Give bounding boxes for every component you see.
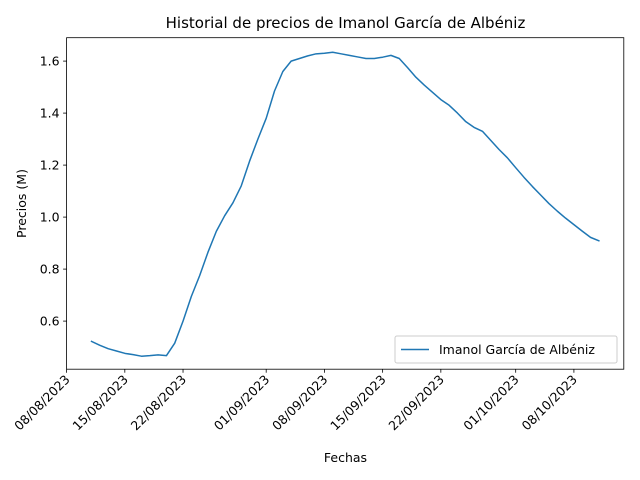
y-axis-ticks: 0.6 0.8 1.0 1.2 1.4 1.6 (40, 54, 67, 329)
y-tick-label: 1.0 (40, 210, 60, 225)
x-tick-label: 15/08/2023 (69, 372, 131, 434)
x-tick-label: 08/10/2023 (518, 372, 580, 434)
plot-area (66, 37, 624, 370)
legend: Imanol García de Albéniz (394, 335, 618, 364)
x-tick-label: 22/08/2023 (128, 372, 190, 434)
x-tick-label: 01/09/2023 (211, 372, 273, 434)
y-tick-label: 0.6 (40, 314, 60, 329)
x-tick-label: 01/10/2023 (460, 372, 522, 434)
y-tick-label: 1.4 (40, 106, 60, 121)
x-tick-label: 08/09/2023 (269, 372, 331, 434)
y-tick-label: 1.2 (40, 158, 60, 173)
legend-label: Imanol García de Albéniz (439, 342, 595, 357)
plot-frame (66, 37, 625, 370)
x-tick-label: 15/09/2023 (327, 372, 389, 434)
series-layer (90, 51, 600, 357)
legend-box (394, 335, 618, 364)
y-tick-label: 1.6 (40, 54, 60, 69)
y-tick-label: 0.8 (40, 262, 60, 277)
x-tick-label: 22/09/2023 (385, 372, 447, 434)
series-line (90, 51, 600, 357)
x-axis-label: Fechas (324, 450, 367, 465)
chart-title: Historial de precios de Imanol García de… (166, 14, 526, 32)
x-tick-label: 08/08/2023 (11, 372, 73, 434)
y-axis-label: Precios (M) (14, 169, 29, 238)
